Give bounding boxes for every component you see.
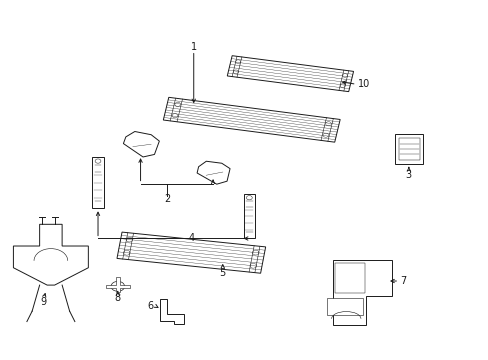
Text: 5: 5 <box>219 268 225 278</box>
Text: 7: 7 <box>399 276 406 286</box>
Text: 8: 8 <box>115 293 121 303</box>
Polygon shape <box>105 278 130 292</box>
Polygon shape <box>92 157 103 208</box>
Polygon shape <box>326 298 362 315</box>
Polygon shape <box>227 56 353 92</box>
Text: 9: 9 <box>41 297 47 307</box>
Polygon shape <box>332 260 391 325</box>
Text: 4: 4 <box>188 234 194 243</box>
Polygon shape <box>197 161 229 184</box>
Polygon shape <box>243 194 255 238</box>
Polygon shape <box>13 224 88 285</box>
Text: 3: 3 <box>405 170 411 180</box>
Text: 10: 10 <box>357 79 369 89</box>
Polygon shape <box>163 97 340 142</box>
Polygon shape <box>394 134 423 164</box>
Polygon shape <box>123 131 159 157</box>
Text: 1: 1 <box>190 42 196 52</box>
Text: 6: 6 <box>147 301 153 311</box>
Polygon shape <box>160 299 183 324</box>
Text: 2: 2 <box>163 194 170 204</box>
Polygon shape <box>117 232 265 273</box>
